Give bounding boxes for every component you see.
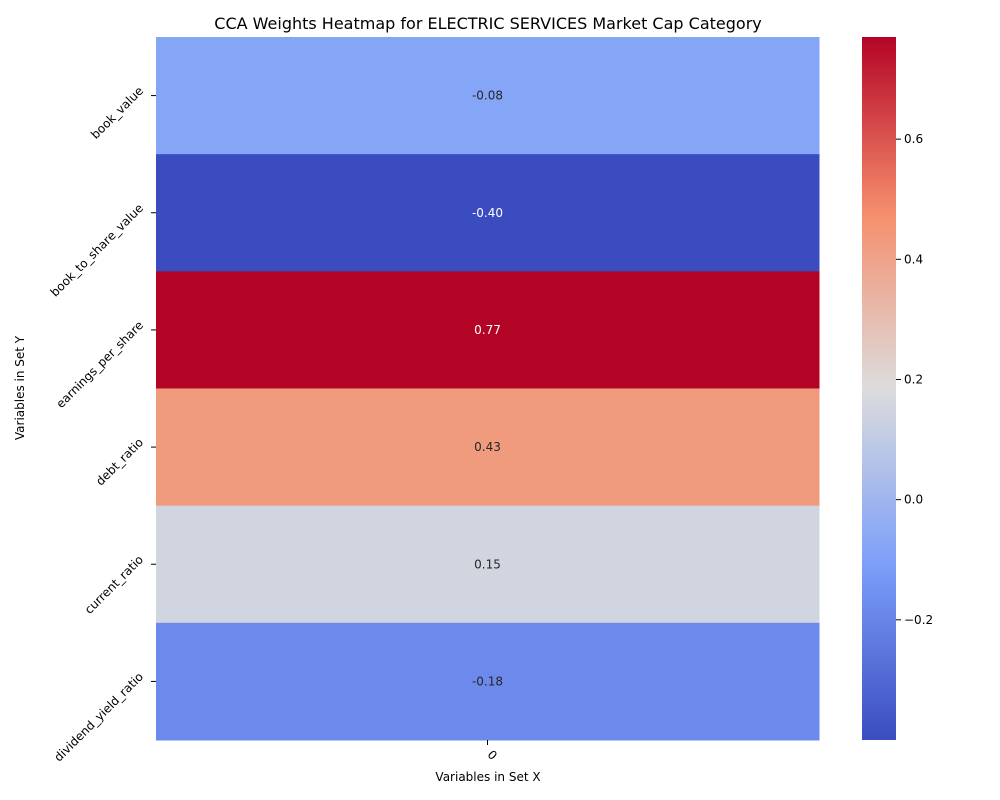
heatmap-cell [156,622,820,741]
y-tick-label: earnings_per_share [53,318,146,411]
y-axis-label: Variables in Set Y [13,335,27,440]
y-tick-label: debt_ratio [93,435,146,488]
colorbar-tick-label: 0.4 [904,252,923,266]
heatmap-cell [156,388,820,507]
colorbar-gradient [862,37,896,740]
y-tick-label: book_value [88,84,146,142]
cell-value-label: 0.77 [474,323,501,337]
cell-value-label: -0.08 [472,89,503,103]
heatmap-cells: -0.08 -0.40 0.77 0.43 0.15 -0.18 [156,37,820,741]
cell-value-label: 0.43 [474,440,501,454]
x-tick-label: 0 [485,748,500,763]
x-axis: 0 [485,740,500,763]
cell-value-label: -0.18 [472,674,503,688]
colorbar-tick-label: 0.6 [904,132,923,146]
heatmap-cell [156,37,820,155]
y-tick-label: dividend_yield_ratio [51,670,146,765]
cell-value-label: 0.15 [474,557,501,571]
cell-value-label: -0.40 [472,206,503,220]
heatmap-cell [156,154,820,272]
x-axis-label: Variables in Set X [435,770,540,784]
heatmap-cell [156,505,820,624]
heatmap-cell [156,271,820,389]
colorbar-tick-label: 0.0 [904,493,923,507]
y-axis: book_value book_to_share_value earnings_pe… [48,84,156,765]
chart-title: CCA Weights Heatmap for ELECTRIC SERVICE… [214,14,761,33]
y-tick-label: current_ratio [82,552,146,616]
colorbar-tick-label: 0.2 [904,372,923,386]
colorbar-tick-label: −0.2 [904,613,933,627]
colorbar: −0.2 0.0 0.2 0.4 0.6 [862,37,933,740]
y-tick-label: book_to_share_value [48,201,147,300]
